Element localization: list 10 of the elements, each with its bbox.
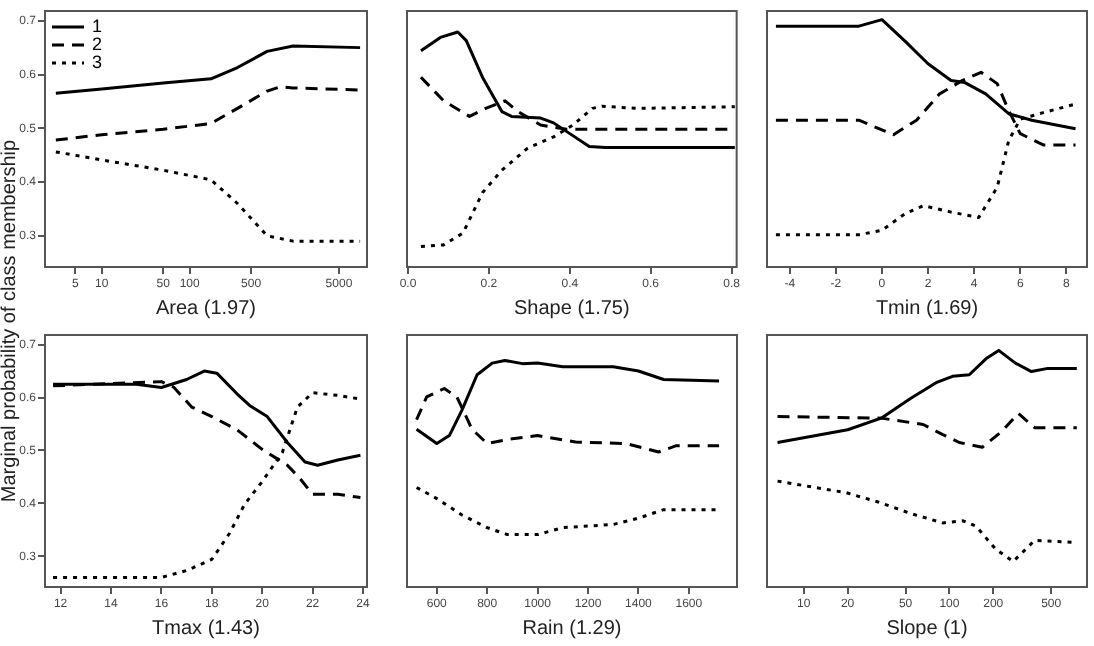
x-axis-title: Rain (1.29)	[522, 617, 622, 640]
y-axis-title: Marginal probability of class membership	[0, 137, 21, 503]
x-axis-title: Area (1.97)	[155, 297, 257, 320]
legend-label: 3	[92, 51, 103, 72]
legend-label: 1	[92, 15, 103, 36]
x-axis-title: Tmin (1.69)	[875, 297, 979, 320]
legend-label: 2	[92, 33, 103, 54]
x-axis-title: Shape (1.75)	[514, 297, 630, 320]
x-axis-title: Slope (1)	[886, 617, 968, 640]
x-axis-title: Tmax (1.43)	[152, 617, 260, 640]
